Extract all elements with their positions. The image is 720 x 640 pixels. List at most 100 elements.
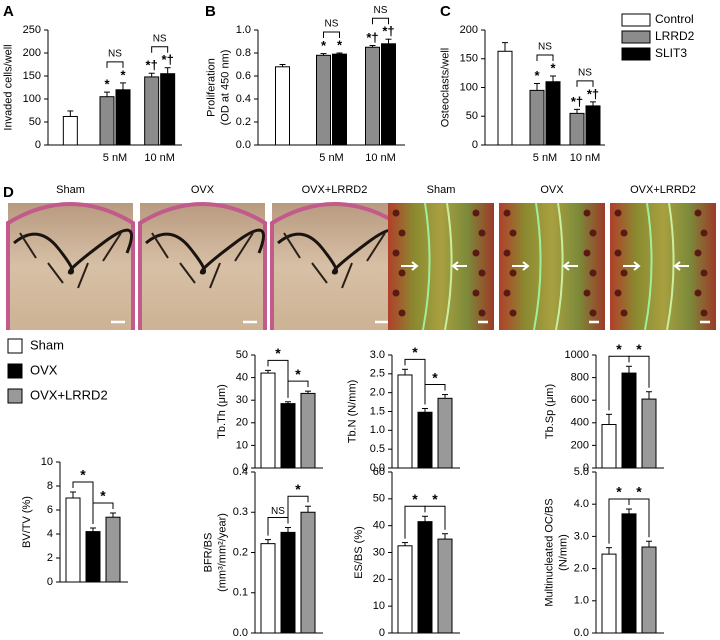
y-tick-label: 1.0 <box>574 595 589 607</box>
bracket-label: NS <box>108 49 122 60</box>
y-axis-label: Tb.Th (μm) <box>216 384 228 439</box>
y-axis-label: BFR/BS <box>202 533 214 573</box>
error-bar <box>606 547 612 555</box>
significance-mark: * <box>120 67 126 82</box>
bracket-label: * <box>295 481 301 497</box>
y-tick-label: 0.1 <box>233 587 248 599</box>
y-tick-label: 2 <box>47 552 53 564</box>
bar <box>569 112 585 146</box>
bracket <box>323 31 340 38</box>
cell <box>398 309 406 317</box>
x-tick-label: 5 nM <box>103 152 127 164</box>
significance-mark: * <box>321 38 327 53</box>
image-label: OVX <box>540 184 564 196</box>
bar <box>280 403 296 469</box>
error-bar <box>422 407 428 413</box>
bracket-label: NS <box>374 5 388 16</box>
bracket-label: * <box>412 344 418 360</box>
error-bar <box>442 533 448 540</box>
bar <box>85 531 101 583</box>
y-tick-label: 250 <box>23 24 41 36</box>
bar <box>621 513 637 634</box>
error-bar <box>320 53 327 56</box>
bar <box>397 374 413 469</box>
cell <box>614 289 622 297</box>
bar <box>260 543 276 634</box>
legend-label: Control <box>655 12 694 26</box>
bar <box>417 411 433 469</box>
trabecula <box>19 232 122 289</box>
y-axis-label: Invaded cells/well <box>2 44 14 130</box>
y-tick-label: 0 <box>47 576 53 588</box>
error-bar <box>90 527 96 532</box>
error-bar <box>550 75 556 82</box>
cell <box>700 269 708 277</box>
error-bar <box>104 91 110 97</box>
y-tick-label: 6 <box>47 504 53 516</box>
bar <box>99 96 115 146</box>
bar <box>601 423 617 469</box>
error-bar <box>626 365 632 374</box>
image-label: OVX <box>191 184 215 196</box>
cell <box>589 309 597 317</box>
y-tick-label: 400 <box>571 417 589 429</box>
error-bar <box>279 64 286 67</box>
cell <box>472 249 480 257</box>
cell <box>392 249 400 257</box>
bracket-label: NS <box>578 68 592 79</box>
bar <box>585 105 601 146</box>
bar <box>144 76 160 146</box>
y-tick-label: 0.4 <box>233 466 248 478</box>
cell <box>472 289 480 297</box>
y-tick-label: 100 <box>460 81 478 93</box>
error-bar <box>120 82 126 90</box>
y-tick-label: 600 <box>571 394 589 406</box>
bracket-label: NS <box>153 33 167 44</box>
cell <box>509 269 517 277</box>
bar <box>300 511 316 634</box>
significance-mark: *† <box>382 24 394 39</box>
image-label: Sham <box>427 184 456 196</box>
y-tick-label: 0 <box>472 139 478 151</box>
y-tick-label: 40 <box>373 520 385 532</box>
y-tick-label: 60 <box>373 466 385 478</box>
bar <box>529 89 545 146</box>
bar <box>417 521 433 634</box>
bracket-label: * <box>616 341 622 357</box>
y-axis-label: Proliferation <box>205 58 217 117</box>
x-tick-label: 10 nM <box>144 152 175 164</box>
bar <box>275 66 290 146</box>
y-axis-label: BV/TV (%) <box>21 496 33 548</box>
error-bar <box>336 52 343 55</box>
bracket <box>424 384 446 405</box>
bracket <box>536 54 554 61</box>
y-tick-label: 100 <box>23 93 41 105</box>
y-tick-label: 10 <box>236 439 248 451</box>
y-tick-label: 4 <box>47 528 53 540</box>
significance-mark: *† <box>366 30 378 45</box>
y-tick-label: 0.8 <box>236 47 251 59</box>
bracket-label: * <box>432 369 438 385</box>
bracket-label: NS <box>325 19 339 30</box>
error-bar <box>67 110 74 117</box>
trabecula <box>151 232 254 289</box>
y-tick-label: 1000 <box>565 349 589 361</box>
y-axis-label: Tb.Sp (μm) <box>544 384 556 439</box>
y-tick-label: 2.0 <box>370 387 385 399</box>
cell <box>589 229 597 237</box>
bracket-label: * <box>275 345 281 361</box>
y-tick-label: 0 <box>379 627 385 639</box>
bracket-label: * <box>295 366 301 382</box>
y-tick-label: 0 <box>242 462 248 474</box>
cell <box>583 209 591 217</box>
cell <box>700 229 708 237</box>
cell <box>398 229 406 237</box>
bar <box>497 50 513 146</box>
cell <box>503 209 511 217</box>
bracket <box>106 61 124 68</box>
cell <box>694 209 702 217</box>
cell <box>503 289 511 297</box>
y-tick-label: 8 <box>47 480 53 492</box>
cell <box>694 249 702 257</box>
significance-mark: *† <box>571 94 583 109</box>
